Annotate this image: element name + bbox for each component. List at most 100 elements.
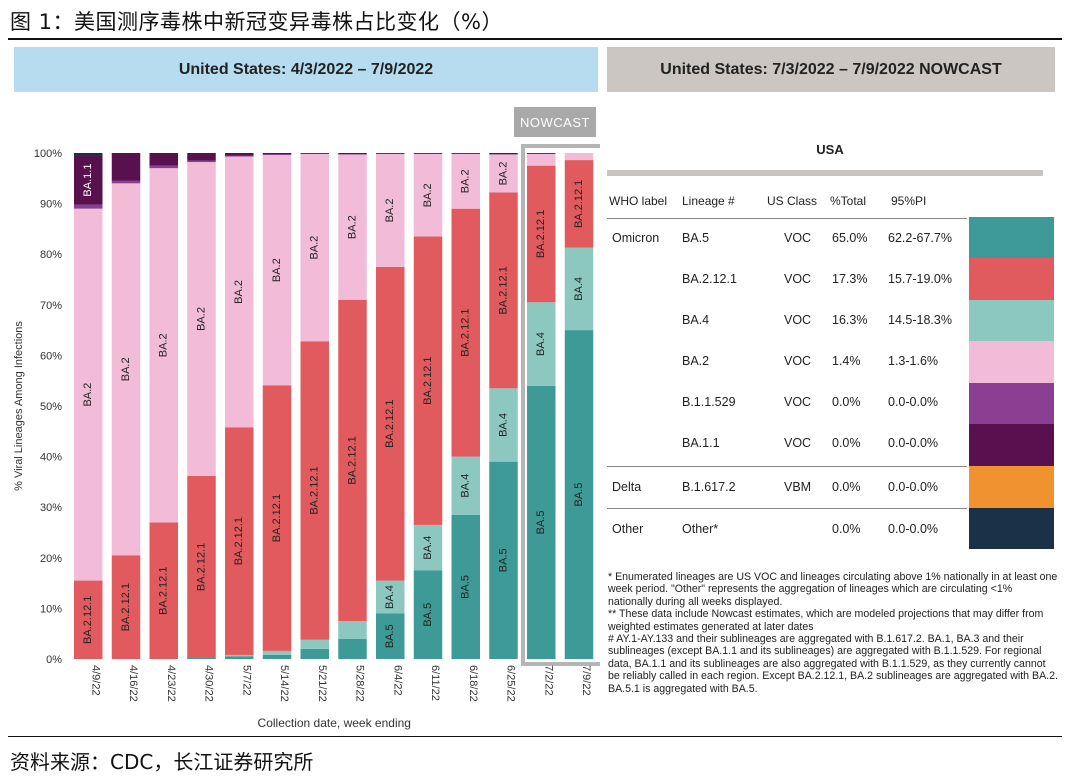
- bar-data-label: BA.2.12.1: [158, 567, 170, 615]
- bar-segment: [225, 153, 254, 156]
- bar-segment: [187, 162, 216, 476]
- bar-segment: [376, 153, 405, 155]
- bar-segment: [338, 153, 367, 155]
- us-class: VOC: [784, 313, 812, 327]
- bar-segment: [74, 155, 103, 205]
- table-row: BA.4 VOC 16.3% 14.5-18.3%: [607, 300, 967, 341]
- bar-data-label: BA.5: [535, 510, 547, 534]
- y-tick-label: 80%: [40, 249, 62, 261]
- col-header-lineage: Lineage #: [682, 194, 735, 208]
- bar-segment: [376, 580, 405, 614]
- bar-segment: [262, 153, 292, 155]
- y-tick-label: 100%: [34, 148, 62, 160]
- nowcast-frame: [521, 144, 600, 666]
- y-tick-label: 10%: [40, 603, 62, 615]
- bar-data-label: BA.2: [271, 258, 283, 282]
- chart-header: United States: 4/3/2022 – 7/9/2022: [14, 47, 598, 92]
- who-label: Omicron: [612, 231, 660, 245]
- pct-total: 65.0%: [832, 231, 868, 245]
- x-tick-label: 4/16/22: [127, 665, 139, 702]
- footnote: # AY.1-AY.133 and their sublineages are …: [608, 633, 1058, 695]
- lineage: BA.4: [682, 313, 710, 327]
- bar-data-label: BA.2: [309, 236, 321, 260]
- x-tick-label: 5/7/22: [240, 665, 252, 696]
- bar-segment: [262, 385, 292, 651]
- lineage: BA.5: [682, 231, 710, 245]
- footnote: ** These data include Nowcast estimates,…: [608, 608, 1044, 633]
- bar-data-label: BA.5: [498, 548, 510, 572]
- col-header-who: WHO label: [609, 194, 668, 208]
- who-label: Delta: [612, 480, 642, 494]
- source-divider: [8, 736, 1062, 737]
- bar-segment: [262, 153, 292, 154]
- pct-total: 0.0%: [832, 480, 861, 494]
- bar-segment: [564, 153, 594, 161]
- y-tick-label: 60%: [40, 350, 62, 362]
- y-tick-label: 40%: [40, 452, 62, 464]
- bar-segment: [225, 155, 254, 157]
- bar-data-label: BA.2: [498, 162, 510, 186]
- bar-segment: [149, 153, 178, 155]
- bar-data-label: BA.2: [233, 280, 245, 304]
- pi-range: 14.5-18.3%: [888, 313, 952, 327]
- x-tick-label: 5/21/22: [316, 665, 328, 702]
- y-tick-label: 90%: [40, 199, 62, 211]
- color-swatch-delta: [969, 466, 1054, 508]
- bar-data-label: BA.2.12.1: [422, 357, 434, 405]
- bar-segment: [489, 154, 518, 155]
- bar-segment: [262, 155, 292, 386]
- bar-data-label: BA.4: [384, 585, 396, 609]
- pct-total: 0.0%: [832, 395, 861, 409]
- pi-range: 1.3-1.6%: [888, 354, 939, 368]
- x-tick-label: 4/23/22: [165, 665, 177, 702]
- table-title-divider: [607, 170, 1043, 176]
- stacked-bar-chart: 0% 10% 20% 30% 40% 50% 60% 70% 80% 90% 100% % Viral…: [13, 144, 600, 730]
- bar-segment: [300, 648, 329, 659]
- bar-data-label: BA.4: [498, 413, 510, 437]
- bar-segment: [300, 153, 329, 155]
- x-tick-label: 4/9/22: [89, 665, 101, 696]
- us-class: VBM: [784, 480, 812, 494]
- color-swatch-ba2: [969, 341, 1054, 383]
- bar-segment: [489, 388, 518, 462]
- us-class: VOC: [784, 231, 812, 245]
- table-row: Omicron BA.5 VOC 65.0% 62.2-67.7%: [607, 218, 967, 259]
- bar-segment: [300, 341, 329, 640]
- bar-segment: [262, 650, 292, 655]
- bar-segment: [527, 165, 556, 303]
- bar-segment: [413, 154, 443, 237]
- bar-segment: [225, 156, 254, 428]
- x-tick-label: 5/14/22: [278, 665, 290, 702]
- table-row: Delta B.1.617.2 VBM 0.0% 0.0-0.0%: [607, 466, 967, 508]
- pct-total: 16.3%: [832, 313, 868, 327]
- bar-data-label: BA.5: [384, 624, 396, 648]
- bar-data-label: BA.2.12.1: [573, 180, 585, 228]
- bar-segment: [376, 153, 405, 154]
- bar-segment: [489, 153, 518, 155]
- lineage: BA.2: [682, 354, 710, 368]
- footnote: * Enumerated lineages are US VOC and lin…: [608, 571, 1058, 608]
- pi-range: 0.0-0.0%: [888, 480, 939, 494]
- bar-segment: [413, 524, 443, 571]
- y-tick-label: 70%: [40, 300, 62, 312]
- bar-segment: [187, 657, 216, 659]
- bar-data-label: BA.2: [422, 183, 434, 207]
- bar-segment: [111, 180, 141, 184]
- bar-data-label: BA.2.12.1: [498, 266, 510, 314]
- color-swatch-ba4: [969, 300, 1054, 341]
- bar-segment: [187, 153, 216, 155]
- bar-data-label: BA.2.12.1: [196, 543, 208, 591]
- source-note: 资料来源：CDC，长江证券研究所: [10, 750, 314, 774]
- bar-data-label: BA.2: [347, 215, 359, 239]
- lineage: BA.2.12.1: [682, 272, 737, 286]
- lineage: Other*: [682, 522, 719, 536]
- x-tick-label: 6/18/22: [467, 665, 479, 702]
- bar-segment: [338, 621, 367, 639]
- bar-data-label: BA.2: [384, 199, 396, 223]
- y-axis-label: % Viral Lineages Among Infections: [13, 321, 25, 491]
- bar-segment: [564, 330, 594, 659]
- bar-segment: [149, 522, 178, 659]
- color-swatch-b11529: [969, 383, 1054, 424]
- bar-segment: [489, 154, 518, 193]
- nowcast-badge: NOWCAST: [514, 107, 596, 137]
